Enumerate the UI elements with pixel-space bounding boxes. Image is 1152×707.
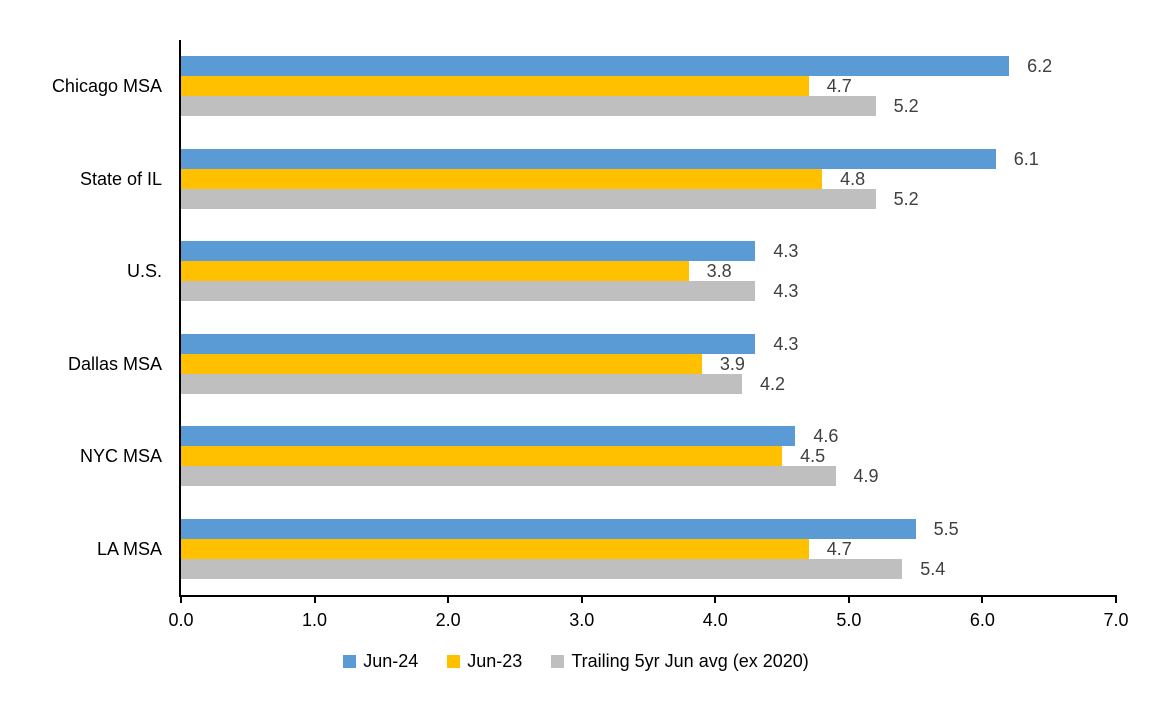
bar-trailing-5yr-jun-avg-ex-2020- [181,281,756,302]
x-axis-tick-label: 0.0 [168,610,194,630]
bar-jun-23 [181,76,809,97]
x-axis-tick [180,597,182,603]
value-label: 4.3 [773,281,799,302]
value-label: 4.9 [853,466,879,487]
x-axis-tick [981,597,984,603]
legend-label: Jun-23 [467,651,523,671]
y-axis-line [179,40,181,597]
x-axis-tick [847,597,850,603]
bar-trailing-5yr-jun-avg-ex-2020- [181,558,903,579]
bar-jun-24 [181,241,756,262]
x-axis-tick [714,597,717,603]
x-axis-tick-label: 3.0 [569,610,595,630]
bar-jun-23 [181,261,689,282]
value-label: 4.8 [840,168,866,189]
value-label: 6.1 [1013,148,1039,169]
value-label: 6.2 [1027,56,1053,77]
value-label: 5.4 [920,558,946,579]
x-axis-tick [447,597,450,603]
bar-jun-23 [181,168,823,189]
bar-trailing-5yr-jun-avg-ex-2020- [181,373,742,394]
value-label: 4.3 [773,333,799,354]
legend-item-trailing-5yr-jun-avg-ex-2020-: Trailing 5yr Jun avg (ex 2020) [551,651,809,672]
bar-jun-23 [181,538,809,559]
x-axis-line [179,595,1117,597]
x-axis-tick-label: 2.0 [435,610,461,630]
value-label: 4.3 [773,241,799,262]
category-label: U.S. [126,261,162,282]
value-label: 3.9 [719,353,745,374]
value-label: 4.5 [800,446,826,467]
bar-jun-24 [181,333,756,354]
value-label: 4.7 [826,76,852,97]
value-label: 3.8 [706,261,732,282]
legend-label: Jun-24 [363,651,419,671]
x-axis-tick-label: 1.0 [302,610,328,630]
x-axis-tick-label: 5.0 [836,610,862,630]
bar-jun-24 [181,426,796,447]
category-label: Chicago MSA [51,76,162,97]
value-label: 4.7 [826,538,852,559]
x-axis-tick-label: 6.0 [969,610,995,630]
legend-swatch-icon [551,655,565,668]
bar-jun-24 [181,56,1010,77]
legend: Jun-24 Jun-23 Trailing 5yr Jun avg (ex 202… [0,651,1152,672]
x-axis-tick [1115,597,1117,603]
x-axis-tick [580,597,583,603]
legend-swatch-icon [447,655,461,668]
value-label: 5.2 [893,188,919,209]
legend-item-jun-23: Jun-23 [447,651,522,672]
value-label: 4.6 [813,426,839,447]
bar-jun-24 [181,148,996,169]
bar-trailing-5yr-jun-avg-ex-2020- [181,466,836,487]
bar-trailing-5yr-jun-avg-ex-2020- [181,188,876,209]
x-axis-tick [313,597,316,603]
category-label: NYC MSA [79,446,162,467]
bar-trailing-5yr-jun-avg-ex-2020- [181,96,876,117]
legend-swatch-icon [343,655,357,668]
x-axis-tick-label: 4.0 [702,610,728,630]
legend-item-jun-24: Jun-24 [343,651,418,672]
bar-jun-23 [181,353,702,374]
category-label: LA MSA [96,538,162,559]
legend-label: Trailing 5yr Jun avg (ex 2020) [571,651,809,671]
bar-jun-24 [181,518,916,539]
x-axis-tick-label: 7.0 [1103,610,1129,630]
category-label: State of IL [79,168,162,189]
value-label: 4.2 [760,373,786,394]
category-label: Dallas MSA [67,353,162,374]
bar-jun-23 [181,446,783,467]
value-label: 5.5 [933,518,959,539]
value-label: 5.2 [893,96,919,117]
